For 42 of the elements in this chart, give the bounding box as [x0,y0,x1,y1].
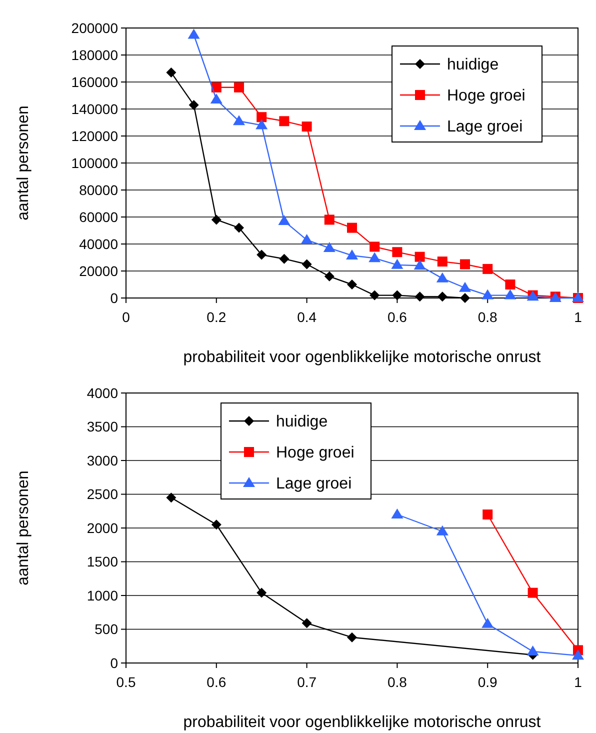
legend-label: huidige [447,56,499,74]
y-tick-label: 20000 [79,262,118,279]
y-axis-title: aantal personen [15,106,32,220]
y-tick-label: 0 [110,654,118,671]
x-tick-label: 1 [574,674,582,690]
x-tick-label: 0.8 [387,674,408,690]
x-tick-label: 0.7 [297,674,317,690]
y-tick-label: 3000 [86,452,118,468]
legend-label: Lage groei [447,118,523,136]
x-tick-label: 0.8 [478,309,498,325]
x-tick-label: 0.5 [116,674,136,690]
x-tick-label: 0.9 [478,674,498,690]
x-axis-title: probabiliteit voor ogenblikkelijke motorische onrust [183,714,542,731]
y-tick-label: 3500 [86,418,118,435]
x-tick-label: 0.2 [206,309,226,325]
y-tick-label: 100000 [71,154,118,171]
y-tick-label: 60000 [79,208,118,225]
y-tick-label: 180000 [71,46,118,63]
x-tick-label: 1 [574,309,582,325]
y-tick-label: 200000 [71,20,118,36]
legend-label: huidige [276,414,328,431]
legend-label: Hoge groei [447,88,526,105]
y-tick-label: 2500 [86,486,118,502]
y-axis-title: aantal personen [15,470,32,586]
y-tick-label: 1000 [86,587,118,604]
legend-label: Hoge groei [276,444,354,462]
y-tick-label: 120000 [71,128,118,144]
y-tick-label: 140000 [71,100,118,117]
y-tick-label: 80000 [79,182,118,198]
y-tick-label: 4000 [86,384,118,401]
legend-label: Lage groei [276,476,352,493]
x-tick-label: 0 [122,309,130,325]
y-tick-label: 160000 [71,74,118,90]
x-axis-title: probabiliteit voor ogenblikkelijke motorische onrust [183,349,542,366]
y-tick-label: 1500 [86,554,118,570]
y-tick-label: 500 [94,621,118,638]
x-tick-label: 0.4 [297,309,317,325]
x-tick-label: 0.6 [387,309,408,325]
x-tick-label: 0.6 [206,674,226,690]
y-tick-label: 2000 [86,520,118,536]
y-tick-label: 0 [110,290,118,306]
y-tick-label: 40000 [79,236,118,252]
